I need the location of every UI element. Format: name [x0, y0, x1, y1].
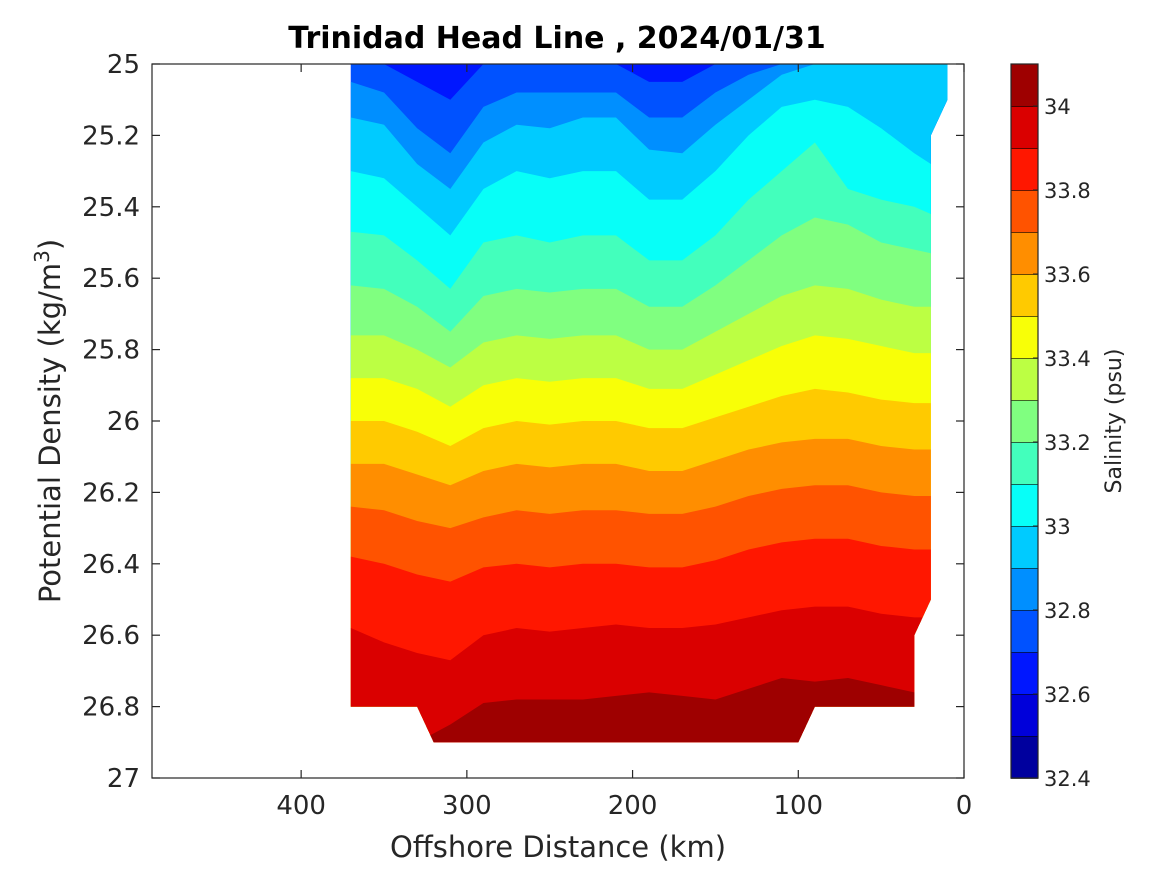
y-axis-label-superscript: 3 — [30, 250, 54, 263]
x-axis-label: Offshore Distance (km) — [390, 830, 726, 864]
colorbar-segment — [1010, 567, 1039, 611]
colorbar-segment — [1010, 693, 1039, 737]
contour-bands — [350, 64, 948, 743]
colorbar-segment — [1010, 483, 1039, 527]
y-tick-label: 26.8 — [82, 693, 140, 723]
colorbar-ticks: 32.4 32.6 32.8 33 33.2 33.4 33.6 33.8 34 — [1033, 95, 1091, 791]
x-tick-label: 0 — [956, 791, 973, 821]
colorbar-tick-label: 33.6 — [1044, 263, 1091, 287]
colorbar-segment — [1010, 441, 1039, 485]
x-tick-label: 100 — [773, 791, 823, 821]
colorbar-frame — [1010, 63, 1039, 779]
colorbar-segment — [1010, 147, 1039, 191]
colorbar-segment — [1010, 399, 1039, 443]
colorbar — [1010, 63, 1039, 779]
y-tick-label: 25.2 — [82, 121, 140, 151]
y-tick-label: 26.6 — [82, 621, 140, 651]
y-tick-label: 25.4 — [82, 193, 140, 223]
contour-band — [350, 678, 948, 743]
y-tick-label: 27 — [107, 764, 140, 794]
x-tick-label: 400 — [276, 791, 326, 821]
colorbar-segment — [1010, 105, 1039, 149]
colorbar-tick-label: 33.2 — [1044, 431, 1091, 455]
chart-title: Trinidad Head Line , 2024/01/31 — [288, 21, 825, 56]
colorbar-label: Salinity (psu) — [1102, 349, 1127, 494]
colorbar-segment — [1010, 315, 1039, 359]
y-axis-label-text: Potential Density (kg/m — [33, 263, 67, 603]
y-tick-label: 26 — [107, 407, 140, 437]
colorbar-segment — [1010, 273, 1039, 317]
colorbar-segment — [1010, 63, 1039, 107]
y-tick-label: 26.4 — [82, 550, 140, 580]
y-tick-label: 25.6 — [82, 264, 140, 294]
colorbar-tick-label: 33 — [1044, 515, 1071, 539]
colorbar-segment — [1010, 357, 1039, 401]
y-axis-label-close: ) — [33, 239, 67, 250]
colorbar-segment — [1010, 189, 1039, 233]
colorbar-segment — [1010, 525, 1039, 569]
colorbar-tick-label: 32.4 — [1044, 767, 1091, 791]
y-tick-label: 25.8 — [82, 336, 140, 366]
colorbar-segment — [1010, 735, 1039, 779]
y-tick-label: 26.2 — [82, 478, 140, 508]
colorbar-segment — [1010, 231, 1039, 275]
colorbar-tick-label: 33.4 — [1044, 347, 1091, 371]
colorbar-tick-label: 33.8 — [1044, 179, 1091, 203]
contour-fill-layer — [350, 64, 948, 743]
x-axis: 400 300 200 100 0 — [276, 64, 972, 821]
y-axis-label: Potential Density (kg/m3) — [30, 239, 67, 603]
y-axis: 25 25.2 25.4 25.6 25.8 26 26.2 26.4 26.6 26.8 27 — [82, 50, 964, 794]
colorbar-segment — [1010, 651, 1039, 695]
x-tick-label: 200 — [608, 791, 658, 821]
y-tick-label: 25 — [107, 50, 140, 80]
colorbar-tick-label: 32.8 — [1044, 599, 1091, 623]
colorbar-tick-label: 32.6 — [1044, 683, 1091, 707]
x-tick-label: 300 — [442, 791, 492, 821]
colorbar-segment — [1010, 609, 1039, 653]
colorbar-tick-label: 34 — [1044, 95, 1071, 119]
